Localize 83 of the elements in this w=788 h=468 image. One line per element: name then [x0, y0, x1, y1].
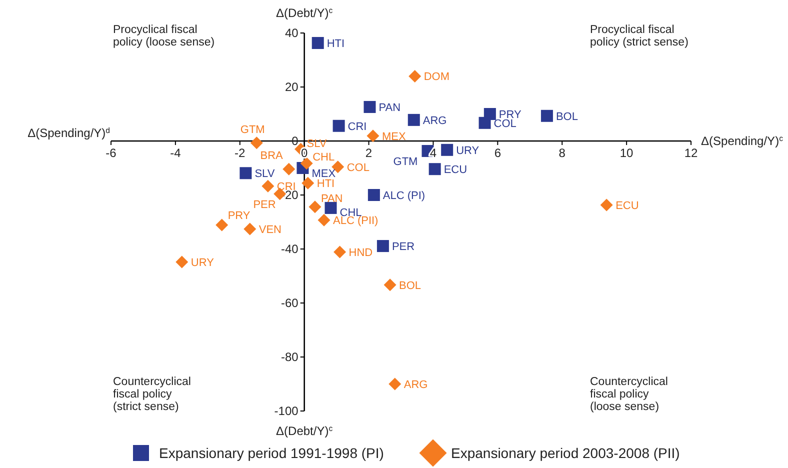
annotation: URY: [190, 256, 215, 269]
annotation: URY: [456, 144, 480, 157]
annotation: Countercyclical fiscal policy (loose sense): [590, 376, 668, 413]
x-tick-label: 8: [558, 146, 566, 160]
y-tick-label: 20: [284, 80, 299, 94]
annotation: PAN: [320, 192, 343, 205]
y-tick-label: -100: [274, 404, 299, 418]
point: [408, 114, 420, 126]
point: [240, 167, 252, 180]
point: [318, 214, 330, 226]
annotation: DOM: [424, 71, 450, 84]
point: [302, 176, 314, 190]
annotation: PER: [392, 241, 415, 254]
y-axis-title: Δ(Debt/Y)$^{c}$: [276, 6, 333, 20]
y-tick-label: -60: [280, 296, 299, 310]
point: [312, 36, 324, 49]
annotation: ALC (PI): [382, 190, 426, 202]
point: [408, 70, 422, 82]
text: Δ(Debt/Y)$^{c}$: [276, 424, 333, 438]
point: [176, 256, 188, 268]
y-tick-label: -80: [280, 350, 299, 364]
annotation: COL: [346, 162, 370, 174]
annotation: Procyclical fiscal policy (loose sense): [113, 24, 215, 48]
annotation: CHL: [312, 151, 335, 164]
point: [332, 120, 345, 132]
y-tick-label: -40: [280, 242, 299, 256]
point: [441, 144, 454, 156]
annotation: MEX: [382, 130, 406, 143]
point: [244, 222, 256, 236]
annotation: BOL: [556, 110, 578, 123]
x-tick-label: -2: [234, 146, 246, 160]
annotation: VEN: [258, 224, 282, 236]
annotation: ARG: [404, 379, 428, 391]
annotation: CRI: [348, 120, 367, 133]
x-tick-label: -6: [106, 146, 117, 160]
annotation: COL: [494, 118, 516, 130]
x-tick-label: -4: [170, 146, 182, 160]
x-tick-label: 12: [684, 146, 698, 160]
annotation: PER: [253, 198, 276, 211]
annotation: Procyclical fiscal policy (strict sense): [590, 24, 689, 48]
x-axis-title: Δ(Spending/Y)$^{c}$: [701, 134, 784, 148]
point: [384, 278, 396, 292]
point: [324, 202, 337, 214]
text: Δ(Spending/Y)$^{d}$: [28, 126, 110, 140]
point: [364, 100, 376, 113]
point: [540, 110, 553, 122]
annotation: ALC (PII): [332, 215, 378, 228]
annotation: ECU: [616, 200, 639, 212]
point: [428, 163, 441, 176]
annotation: MEX: [312, 168, 336, 180]
legend-label: Expansionary period 1991-1998 (PI): [159, 445, 384, 461]
annotation: HND: [348, 246, 373, 259]
x-tick-label: 6: [494, 146, 502, 160]
annotation: PAN: [378, 102, 401, 114]
annotation: SLV: [254, 168, 276, 180]
annotation: SLV: [306, 138, 328, 150]
annotation: GTM: [393, 156, 418, 168]
point: [388, 378, 402, 390]
annotation: BRA: [260, 150, 284, 162]
point: [282, 162, 296, 176]
x-tick-label: 10: [620, 146, 634, 160]
point: [308, 200, 322, 214]
point: [300, 157, 313, 170]
annotation: PRY: [228, 210, 251, 222]
point: [216, 218, 228, 232]
legend-label: Expansionary period 2003-2008 (PII): [451, 445, 680, 461]
annotation: HTI: [316, 178, 335, 190]
annotation: ECU: [444, 164, 468, 176]
annotation: ARG: [422, 114, 447, 127]
point: [262, 180, 274, 192]
y-tick-label: 40: [284, 26, 299, 40]
point: [376, 240, 389, 252]
point: [250, 136, 263, 150]
point: [368, 189, 380, 201]
annotation: Countercyclical fiscal policy (strict sense): [113, 376, 191, 413]
point: [478, 116, 491, 129]
annotation: BOL: [399, 280, 422, 292]
annotation: HTI: [326, 38, 345, 50]
point: [366, 130, 380, 142]
annotation: GTM: [240, 124, 265, 136]
point: [334, 246, 346, 258]
point: [600, 198, 613, 212]
x-tick-label: 2: [365, 146, 372, 160]
